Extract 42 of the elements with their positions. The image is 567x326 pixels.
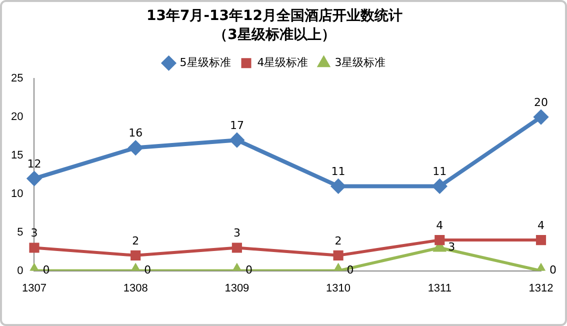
data-label: 11 xyxy=(432,165,447,178)
x-tick-label: 1308 xyxy=(123,282,148,294)
y-tick-label: 15 xyxy=(10,150,24,162)
point xyxy=(29,242,40,253)
x-tick-label: 1310 xyxy=(326,282,351,294)
point xyxy=(432,179,447,194)
data-label: 4 xyxy=(538,218,544,232)
legend-label: 5星级标准 xyxy=(180,56,231,69)
point xyxy=(536,235,546,246)
y-tick-label: 10 xyxy=(10,188,24,200)
point xyxy=(130,250,141,260)
point xyxy=(331,179,346,194)
x-tick-label: 1307 xyxy=(22,282,46,294)
chart-title: 13年7月-13年12月全国酒店开业数统计 xyxy=(146,7,402,24)
legend-label: 3星级标准 xyxy=(334,56,386,69)
data-label: 12 xyxy=(27,157,42,170)
legend-label: 4星级标准 xyxy=(257,56,308,69)
point xyxy=(27,172,42,186)
y-tick-label: 20 xyxy=(10,111,24,124)
y-tick-label: 5 xyxy=(17,226,24,238)
data-label: 3 xyxy=(30,226,38,240)
point xyxy=(333,250,344,260)
y-tick-label: 0 xyxy=(17,264,24,277)
data-label: 17 xyxy=(230,118,244,132)
data-label: 4 xyxy=(436,218,444,232)
point xyxy=(534,110,548,124)
point xyxy=(434,235,445,246)
x-tick-label: 1312 xyxy=(528,282,554,294)
point xyxy=(230,133,244,148)
data-label: 3 xyxy=(233,226,240,240)
data-label: 2 xyxy=(334,234,342,248)
x-tick-label: 1309 xyxy=(224,282,250,294)
point xyxy=(232,242,242,253)
data-label: 20 xyxy=(534,96,548,109)
y-tick-label: 25 xyxy=(10,72,24,85)
data-label: 16 xyxy=(128,126,143,140)
x-tick-label: 1311 xyxy=(428,282,452,294)
point xyxy=(128,140,143,155)
chart-subtitle: （3星级标准以上） xyxy=(214,26,336,43)
data-label: 0 xyxy=(550,264,556,277)
data-label: 11 xyxy=(331,165,346,178)
data-label: 2 xyxy=(132,234,140,248)
